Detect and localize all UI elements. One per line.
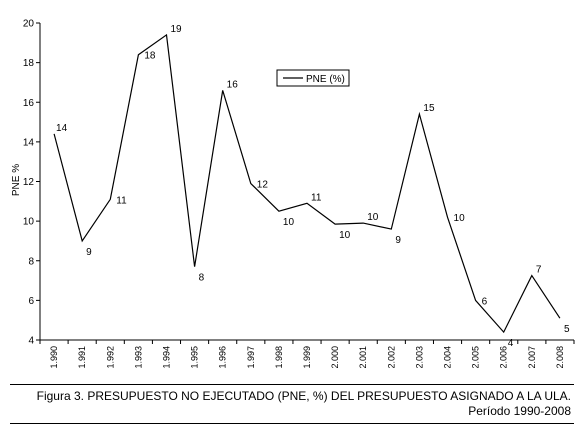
y-tick-label: 4 — [28, 336, 34, 347]
y-tick-label: 8 — [28, 256, 34, 267]
series-line-pne — [53, 33, 561, 334]
x-tick-label: 1.993 — [133, 346, 143, 369]
data-label: 6 — [482, 296, 488, 307]
x-tick-label: 2.008 — [555, 346, 565, 369]
x-axis-ticks: 1.990 1.991 1.992 1.993 1.994 1.995 1.996 1.997… — [39, 340, 575, 369]
x-tick-label: 2.003 — [414, 346, 424, 369]
caption-top-rule — [10, 384, 574, 385]
data-label: 10 — [454, 213, 466, 224]
data-labels: 14 9 11 18 19 8 16 12 10 11 10 10 9 15 10 6 4 7 5 — [56, 24, 570, 349]
y-tick-label: 12 — [23, 177, 35, 188]
figure-caption: Figura 3. PRESUPUESTO NO EJECUTADO (PNE,… — [11, 389, 571, 419]
y-tick-label: 16 — [23, 98, 35, 109]
y-axis-ticks: 4 6 8 10 12 14 16 18 20 — [23, 19, 40, 347]
x-tick-label: 2.002 — [386, 346, 396, 369]
legend-label: PNE (%) — [306, 74, 345, 85]
y-tick-label: 18 — [23, 58, 35, 69]
data-label: 10 — [339, 230, 351, 241]
data-label: 12 — [257, 179, 269, 190]
legend: PNE (%) — [276, 69, 350, 87]
x-tick-label: 2.005 — [471, 346, 481, 369]
caption-bottom-rule — [10, 423, 574, 424]
data-label: 5 — [564, 324, 570, 335]
y-tick-label: 20 — [23, 19, 35, 30]
data-label: 9 — [395, 235, 401, 246]
x-tick-label: 1.990 — [49, 346, 59, 369]
x-tick-label: 1.991 — [77, 346, 87, 369]
x-tick-label: 2.001 — [358, 346, 368, 369]
legend-box — [276, 69, 350, 87]
x-tick-label: 1.995 — [190, 346, 200, 369]
x-tick-label: 2.007 — [527, 346, 537, 369]
x-tick-label: 1.992 — [105, 346, 115, 369]
data-label: 10 — [283, 217, 295, 228]
data-label: 15 — [423, 103, 435, 114]
y-tick-label: 14 — [23, 137, 35, 148]
data-label: 11 — [311, 192, 322, 203]
x-tick-label: 1.994 — [161, 346, 171, 369]
caption-line-1: Figura 3. PRESUPUESTO NO EJECUTADO (PNE,… — [36, 389, 571, 403]
x-tick-label: 2.000 — [330, 346, 340, 369]
data-label: 16 — [227, 79, 239, 90]
x-tick-label: 2.006 — [499, 346, 509, 369]
x-tick-label: 1.996 — [218, 346, 228, 369]
y-axis-label: PNE % — [11, 164, 22, 196]
caption-line-2: Período 1990-2008 — [468, 404, 571, 418]
x-tick-label: 1.997 — [246, 346, 256, 369]
x-tick-label: 2.004 — [443, 346, 453, 369]
x-tick-label: 1.998 — [274, 346, 284, 369]
y-tick-label: 10 — [23, 217, 35, 228]
data-label: 8 — [199, 273, 205, 284]
data-label: 19 — [170, 24, 182, 35]
data-label: 4 — [508, 338, 514, 349]
data-label: 14 — [56, 123, 68, 134]
x-tick-label: 1.999 — [302, 346, 312, 369]
y-tick-label: 6 — [28, 296, 34, 307]
data-label: 18 — [144, 51, 156, 62]
data-label: 11 — [116, 195, 127, 206]
data-label: 9 — [86, 247, 92, 258]
data-label: 10 — [367, 212, 379, 223]
data-label: 7 — [536, 265, 542, 276]
